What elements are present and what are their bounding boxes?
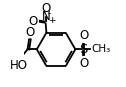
Text: -: - [48, 9, 51, 18]
Text: CH₃: CH₃ [91, 44, 110, 54]
Text: HO: HO [10, 59, 28, 72]
Text: O: O [25, 26, 34, 39]
Text: O: O [79, 57, 88, 70]
Text: O: O [79, 29, 88, 42]
Text: O: O [28, 15, 38, 28]
Text: S: S [79, 43, 87, 56]
Text: N: N [42, 10, 51, 23]
Text: +: + [48, 16, 56, 25]
Text: O: O [41, 2, 51, 15]
